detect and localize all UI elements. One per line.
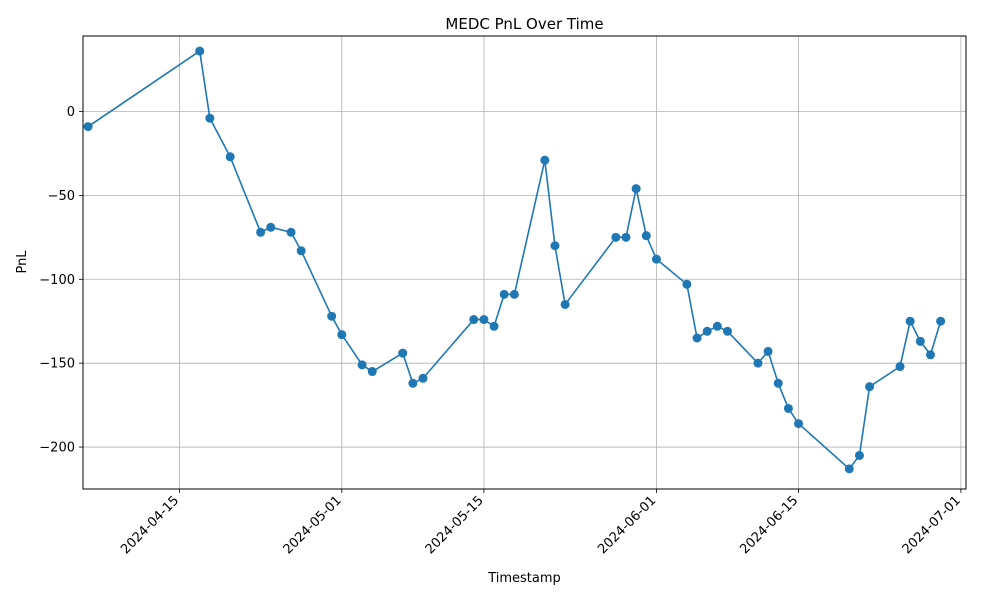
data-point (357, 360, 367, 370)
data-point (854, 450, 864, 460)
data-point (327, 311, 337, 321)
data-point (479, 315, 489, 325)
data-point (489, 321, 499, 331)
data-point (540, 155, 550, 165)
data-point (641, 231, 651, 241)
y-tick-label: −150 (39, 357, 75, 372)
chart-title: MEDC PnL Over Time (445, 15, 603, 33)
data-point (286, 227, 296, 237)
data-point (266, 222, 276, 232)
data-point (205, 113, 215, 123)
data-point (794, 419, 804, 429)
y-tick-label: 0 (67, 105, 75, 120)
data-point (895, 362, 905, 372)
data-point (915, 336, 925, 346)
data-point (722, 326, 732, 336)
y-axis-label: PnL (15, 250, 30, 274)
data-point (225, 152, 235, 162)
data-point (195, 46, 205, 56)
data-point (499, 289, 509, 299)
data-point (844, 464, 854, 474)
data-point (753, 358, 763, 368)
y-tick-label: −50 (48, 189, 75, 204)
data-point (905, 316, 915, 326)
data-point (936, 316, 946, 326)
data-markers (83, 46, 946, 474)
y-tick-label: −200 (39, 441, 75, 456)
data-point (621, 232, 631, 242)
data-point (763, 346, 773, 356)
data-point (773, 378, 783, 388)
plot-frame (82, 35, 967, 490)
data-point (296, 246, 306, 256)
data-point (783, 403, 793, 413)
data-point (469, 315, 479, 325)
data-point (865, 382, 875, 392)
data-point (712, 321, 722, 331)
data-point (611, 232, 621, 242)
data-point (408, 378, 418, 388)
data-point (418, 373, 428, 383)
data-point (398, 348, 408, 358)
y-tick-label: −100 (39, 273, 75, 288)
data-point (83, 122, 93, 132)
data-point (682, 279, 692, 289)
data-point (651, 254, 661, 264)
data-point (692, 333, 702, 343)
x-axis-label: Timestamp (487, 571, 561, 586)
data-point (702, 326, 712, 336)
data-point (337, 330, 347, 340)
data-point (550, 241, 560, 251)
series-line-layer (87, 50, 942, 470)
data-point (509, 289, 519, 299)
data-point (256, 227, 266, 237)
data-point (631, 184, 641, 194)
data-point (367, 367, 377, 377)
grid-lines (83, 36, 966, 489)
series-line (87, 50, 942, 470)
data-point (925, 350, 935, 360)
data-point (560, 299, 570, 309)
